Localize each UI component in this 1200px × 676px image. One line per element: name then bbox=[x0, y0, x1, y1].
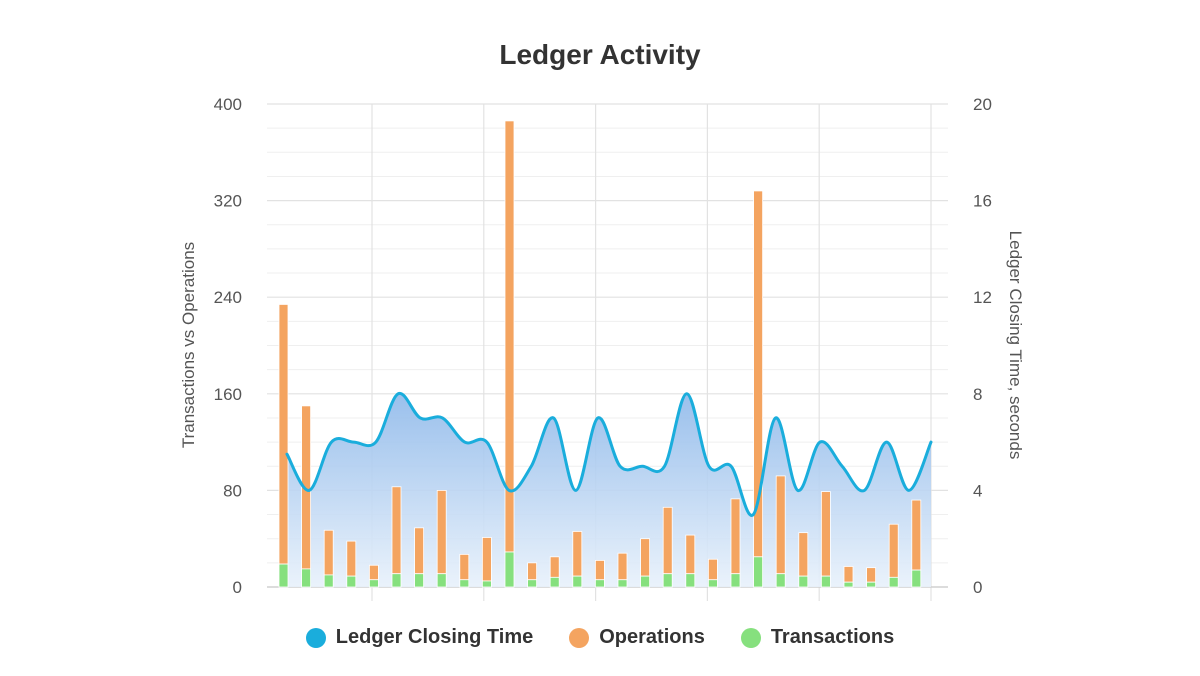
y-tick-right: 0 bbox=[973, 578, 982, 597]
operations-bar bbox=[279, 304, 288, 564]
operations-bar bbox=[686, 535, 695, 574]
transactions-bar bbox=[415, 574, 424, 587]
transactions-bar bbox=[528, 580, 537, 587]
transactions-bar bbox=[708, 580, 717, 587]
operations-bar bbox=[799, 533, 808, 576]
y-tick-right: 4 bbox=[973, 481, 982, 500]
operations-bar bbox=[369, 565, 378, 579]
operations-bar bbox=[392, 487, 401, 574]
operations-bar bbox=[731, 499, 740, 574]
transactions-bar bbox=[460, 580, 469, 587]
operations-bar bbox=[324, 530, 333, 575]
operations-bar bbox=[867, 568, 876, 582]
operations-bar bbox=[460, 554, 469, 579]
y-axis-title-left: Transactions vs Operations bbox=[179, 242, 198, 448]
transactions-bar bbox=[912, 570, 921, 587]
y-tick-left: 80 bbox=[223, 481, 242, 500]
y-tick-left: 160 bbox=[214, 385, 242, 404]
operations-bar bbox=[776, 476, 785, 574]
transactions-bar bbox=[437, 574, 446, 587]
y-tick-left: 320 bbox=[214, 192, 242, 211]
legend-marker-operations bbox=[569, 628, 589, 648]
transactions-bar bbox=[369, 580, 378, 587]
legend-item-ledger-closing-time[interactable]: Ledger Closing Time bbox=[306, 626, 533, 649]
legend: Ledger Closing Time Operations Transacti… bbox=[0, 626, 1200, 649]
transactions-bar bbox=[505, 552, 514, 587]
operations-bar bbox=[550, 557, 559, 578]
operations-bar bbox=[889, 524, 898, 577]
transactions-bar bbox=[776, 574, 785, 587]
operations-bar bbox=[663, 507, 672, 573]
transactions-bar bbox=[573, 576, 582, 587]
operations-bar bbox=[347, 541, 356, 576]
legend-marker-ledger-closing-time bbox=[306, 628, 326, 648]
y-tick-right: 8 bbox=[973, 385, 982, 404]
chart-title: Ledger Activity bbox=[499, 39, 701, 70]
transactions-bar bbox=[686, 574, 695, 587]
operations-bar bbox=[618, 553, 627, 580]
transactions-bar bbox=[844, 582, 853, 587]
transactions-bar bbox=[347, 576, 356, 587]
transactions-bar bbox=[595, 580, 604, 587]
transactions-bar bbox=[889, 577, 898, 587]
y-tick-left: 0 bbox=[233, 578, 242, 597]
transactions-bar bbox=[618, 580, 627, 587]
legend-label: Transactions bbox=[771, 626, 894, 649]
transactions-bar bbox=[392, 574, 401, 587]
transactions-bar bbox=[867, 582, 876, 587]
y-tick-left: 400 bbox=[214, 95, 242, 114]
legend-label: Operations bbox=[599, 626, 705, 649]
legend-label: Ledger Closing Time bbox=[336, 626, 533, 649]
y-tick-right: 16 bbox=[973, 192, 992, 211]
transactions-bar bbox=[279, 564, 288, 587]
legend-item-transactions[interactable]: Transactions bbox=[741, 626, 894, 649]
legend-marker-transactions bbox=[741, 628, 761, 648]
transactions-bar bbox=[799, 576, 808, 587]
transactions-bar bbox=[324, 575, 333, 587]
operations-bar bbox=[437, 490, 446, 573]
y-tick-right: 20 bbox=[973, 95, 992, 114]
operations-bar bbox=[595, 560, 604, 579]
transactions-bar bbox=[641, 576, 650, 587]
operations-bar bbox=[641, 539, 650, 576]
transactions-bar bbox=[550, 577, 559, 587]
operations-bar bbox=[528, 563, 537, 580]
operations-bar bbox=[708, 559, 717, 580]
operations-bar bbox=[821, 492, 830, 577]
transactions-bar bbox=[754, 557, 763, 587]
y-axis-title-right: Ledger Closing Time, seconds bbox=[1006, 231, 1025, 460]
transactions-bar bbox=[302, 569, 311, 587]
operations-bar bbox=[482, 537, 491, 580]
transactions-bar bbox=[482, 581, 491, 587]
legend-item-operations[interactable]: Operations bbox=[569, 626, 705, 649]
operations-bar bbox=[573, 531, 582, 576]
operations-bar bbox=[912, 500, 921, 570]
operations-bar bbox=[844, 566, 853, 582]
transactions-bar bbox=[821, 576, 830, 587]
y-tick-right: 12 bbox=[973, 288, 992, 307]
transactions-bar bbox=[731, 574, 740, 587]
operations-bar bbox=[415, 528, 424, 574]
y-tick-left: 240 bbox=[214, 288, 242, 307]
transactions-bar bbox=[663, 574, 672, 587]
